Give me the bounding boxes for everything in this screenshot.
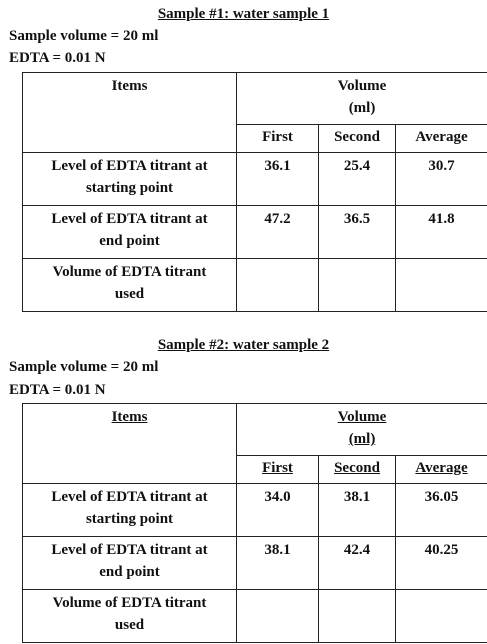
average-value <box>394 589 487 643</box>
table-row: Level of EDTA titrant at end point 47.2 3… <box>22 205 487 259</box>
row-label: Volume of EDTA titrant used <box>22 589 237 643</box>
first-header: First <box>236 455 319 484</box>
volume-header: Volume (ml) <box>235 403 487 456</box>
table-row: Volume of EDTA titrant used <box>22 589 487 643</box>
first-value: 34.0 <box>236 483 319 537</box>
row-label: Level of EDTA titrant at starting point <box>22 483 237 537</box>
second-header: Second <box>318 455 396 484</box>
second-header: Second <box>318 124 396 153</box>
average-value: 41.8 <box>394 205 487 259</box>
average-header: Average <box>394 455 487 484</box>
second-value: 42.4 <box>318 536 396 590</box>
second-value: 25.4 <box>318 152 396 206</box>
row-label: Level of EDTA titrant at starting point <box>22 152 237 206</box>
table-header-row: Items Volume (ml) <box>22 403 487 484</box>
first-value <box>236 258 319 312</box>
table-row: Level of EDTA titrant at starting point 3… <box>22 483 487 537</box>
table-row: Level of EDTA titrant at starting point 3… <box>22 152 487 206</box>
table-row: Volume of EDTA titrant used <box>22 258 487 312</box>
items-header: Items <box>22 403 237 484</box>
sample-1-volume: Sample volume = 20 ml <box>9 28 159 44</box>
average-value: 40.25 <box>394 536 487 590</box>
sample-2-table: Items Volume (ml) First Second Average L… <box>22 403 487 643</box>
average-value <box>394 258 487 312</box>
items-header: Items <box>22 72 237 153</box>
first-value: 38.1 <box>236 536 319 590</box>
second-value <box>318 258 396 312</box>
sample-2-edta: EDTA = 0.01 N <box>9 382 106 398</box>
row-label: Level of EDTA titrant at end point <box>22 536 237 590</box>
table-subheader-row: First Second Average <box>23 455 487 484</box>
second-value: 38.1 <box>318 483 396 537</box>
row-label: Level of EDTA titrant at end point <box>22 205 237 259</box>
sample-1-table: Items Volume (ml) First Second Average L… <box>22 72 487 312</box>
row-label: Volume of EDTA titrant used <box>22 258 237 312</box>
first-value: 47.2 <box>236 205 319 259</box>
second-value: 36.5 <box>318 205 396 259</box>
first-value <box>236 589 319 643</box>
table-header-row: Items Volume (ml) <box>22 72 487 153</box>
table-row: Level of EDTA titrant at end point 38.1 4… <box>22 536 487 590</box>
average-value: 30.7 <box>394 152 487 206</box>
average-header: Average <box>394 124 487 153</box>
sample-2-title: Sample #2: water sample 2 <box>157 337 330 353</box>
first-value: 36.1 <box>236 152 319 206</box>
average-value: 36.05 <box>394 483 487 537</box>
sample-2-volume: Sample volume = 20 ml <box>9 359 159 375</box>
first-header: First <box>236 124 319 153</box>
volume-header: Volume (ml) <box>235 72 487 125</box>
sample-1-title: Sample #1: water sample 1 <box>157 6 330 22</box>
sample-1-edta: EDTA = 0.01 N <box>9 50 106 66</box>
second-value <box>318 589 396 643</box>
